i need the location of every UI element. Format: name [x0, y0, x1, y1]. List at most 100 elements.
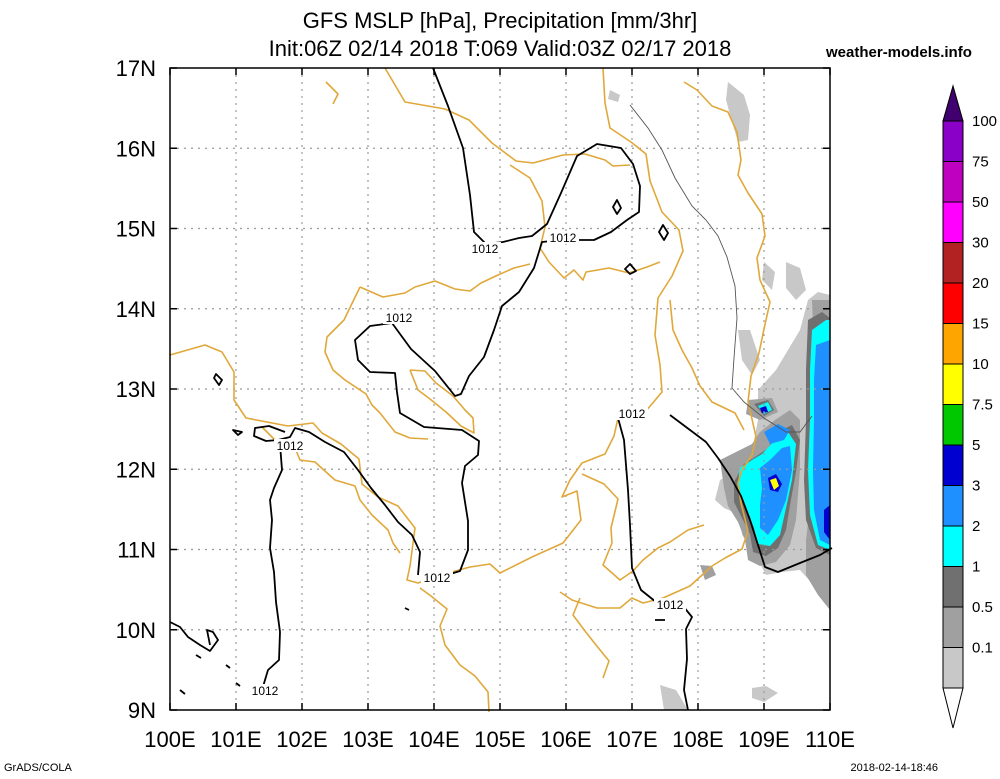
vietnam-border-inland — [669, 299, 745, 431]
isobar-label-bg — [654, 598, 686, 611]
colorbar-label: 75 — [972, 154, 989, 171]
colorbar-label: 5 — [972, 437, 980, 454]
axes: 100E 101E 102E 103E 104E 105E 106E 107E 108E 109E… — [116, 56, 855, 752]
lon-tick-label: 102E — [276, 727, 327, 752]
colorbar-label: 30 — [972, 235, 989, 252]
lat-tick-label: 12N — [116, 457, 156, 482]
gulf-islands-shore — [572, 597, 610, 679]
isobar-label: 1012 — [619, 407, 646, 421]
vietnam-coast-central — [683, 81, 771, 532]
colorbar-swatch — [942, 485, 964, 527]
colorbar-swatch — [942, 242, 964, 284]
lat-tick-label: 13N — [116, 377, 156, 402]
lon-tick-label: 104E — [408, 727, 459, 752]
colorbar-label: 2 — [972, 518, 980, 535]
border-thailand-cambodia-west — [324, 286, 429, 440]
lat-tick-label: 10N — [116, 618, 156, 643]
mekong-delta-coast — [559, 530, 749, 609]
isobar-1012-north — [354, 67, 641, 576]
precip-region — [726, 82, 750, 142]
lat-tick-label: 11N — [117, 538, 156, 563]
lon-tick-label: 108E — [672, 727, 723, 752]
software-credit: GrADS/COLA — [4, 762, 72, 774]
isobar-small-4 — [213, 373, 223, 386]
isobar-1012-east — [617, 417, 693, 711]
isobar-label-bg — [249, 684, 281, 697]
lat-tick-label: 16N — [116, 136, 156, 161]
cambodia-coast-south — [419, 587, 490, 713]
colorbar-label: 0.1 — [972, 640, 993, 657]
colorbar-swatch — [942, 647, 964, 689]
mslp-isobars — [169, 67, 833, 711]
colorbar-swatch — [942, 606, 964, 648]
isobar-label: 1012 — [657, 598, 684, 612]
lon-tick-label: 106E — [540, 727, 591, 752]
border-cambodia-north — [359, 263, 531, 298]
coastlines-borders — [169, 67, 771, 713]
colorbar-label: 3 — [972, 478, 980, 495]
isobar-1012-southeast — [669, 414, 833, 573]
isobar-small-2 — [658, 224, 669, 241]
secondary-coast — [629, 104, 813, 433]
colorbar-swatch — [942, 120, 964, 162]
isobar-label: 1012 — [386, 311, 413, 325]
colorbar-label: 1 — [972, 559, 980, 576]
precip-region — [762, 262, 775, 290]
small-river-segment — [325, 81, 339, 105]
isobar-label: 1012 — [424, 571, 451, 585]
isobar-labels: 1012 1012 1012 1012 1012 1012 1012 1012 — [249, 231, 686, 698]
border-laos-thailand-mekong — [384, 67, 631, 167]
precip-region — [760, 406, 768, 413]
lat-lon-grid — [170, 68, 830, 710]
precip-region — [752, 686, 778, 702]
lon-tick-label: 101E — [210, 727, 261, 752]
precip-region — [700, 565, 716, 580]
colorbar-swatch — [942, 282, 964, 324]
lon-tick-label: 110E — [805, 727, 855, 752]
lon-tick-label: 109E — [738, 727, 789, 752]
isobar-label: 1012 — [550, 231, 577, 245]
colorbar-swatch — [942, 363, 964, 405]
precip-region — [660, 685, 688, 710]
precip-region — [770, 478, 779, 490]
colorbar-swatch — [942, 566, 964, 608]
chart-title: GFS MSLP [hPa], Precipitation [mm/3hr] — [302, 8, 698, 33]
chart-subtitle: Init:06Z 02/14 2018 T:069 Valid:03Z 02/1… — [268, 36, 732, 61]
colorbar-swatch — [942, 323, 964, 365]
colorbar-bottom-arrow — [942, 687, 964, 729]
lon-tick-label: 100E — [144, 727, 195, 752]
cambodia-vietnam-border — [581, 473, 705, 581]
precip-region — [824, 505, 830, 540]
precipitation-colorbar: 100 75 50 30 20 15 10 7.5 5 3 2 1 0.5 0.1 — [942, 84, 997, 729]
lon-tick-label: 103E — [342, 727, 393, 752]
tonle-sap-shore — [409, 369, 475, 434]
colorbar-label: 15 — [972, 316, 989, 333]
border-thailand-cambodia — [509, 164, 661, 281]
colorbar-top-arrow — [942, 84, 964, 122]
thin-coast-line — [629, 104, 813, 433]
precip-region — [813, 340, 830, 545]
isobar-small-3 — [624, 263, 637, 275]
isobar-label-bg — [383, 311, 415, 324]
lat-tick-label: 17N — [116, 56, 156, 81]
isobar-label-bg — [547, 231, 579, 244]
isobar-small-1 — [612, 199, 622, 215]
isobar-label: 1012 — [277, 439, 304, 453]
precip-region — [608, 90, 620, 102]
isobar-label-bg — [469, 242, 501, 255]
colorbar-swatch — [942, 404, 964, 446]
lon-tick-label: 107E — [606, 727, 657, 752]
colorbar-label: 10 — [972, 356, 989, 373]
render-timestamp: 2018-02-14-18:46 — [850, 762, 938, 774]
precip-region — [738, 330, 760, 375]
lat-tick-label: 9N — [128, 698, 156, 723]
colorbar-label: 20 — [972, 275, 989, 292]
colorbar-swatch — [942, 444, 964, 486]
isobar-label-bg — [421, 571, 453, 584]
isobar-label-bg — [616, 407, 648, 420]
site-credit: weather-models.info — [826, 44, 972, 61]
lat-tick-label: 15N — [116, 217, 156, 242]
isobar-sw-coast — [169, 621, 219, 652]
precip-region — [786, 262, 806, 300]
